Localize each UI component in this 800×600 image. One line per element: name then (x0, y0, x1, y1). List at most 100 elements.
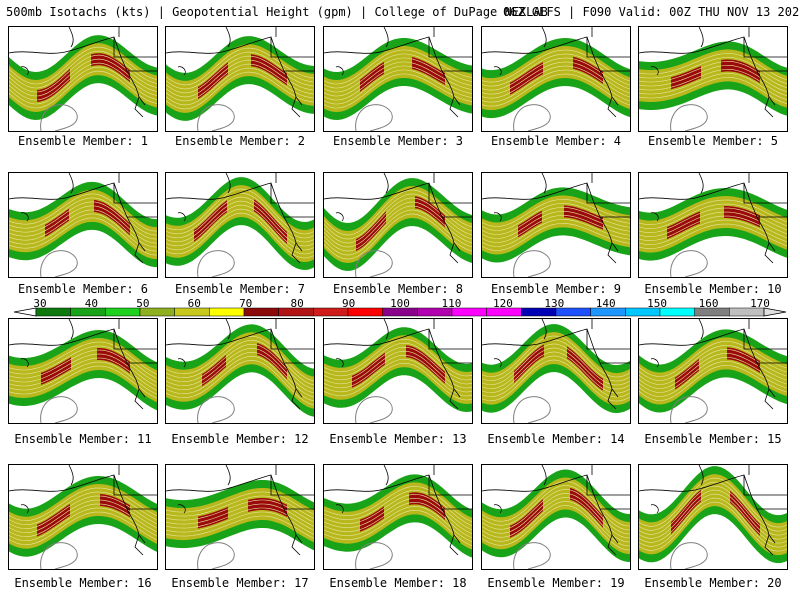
colorbar-tick-label: 130 (544, 297, 565, 310)
jet-stream-map (9, 27, 157, 131)
low-height-contour (513, 396, 551, 423)
low-height-contour (670, 542, 708, 569)
ensemble-panel-10 (638, 172, 788, 278)
jet-stream-map (166, 27, 314, 131)
ensemble-member-caption: Ensemble Member: 12 (171, 432, 309, 446)
wind-60-80-kt-area (166, 185, 314, 262)
height-contours (166, 335, 314, 405)
ensemble-member-caption: Ensemble Member: 14 (487, 432, 625, 446)
wind-40-60-kt-area (166, 177, 314, 270)
jet-stream-map (9, 173, 157, 277)
ensemble-member-caption: Ensemble Member: 3 (332, 134, 464, 148)
ensemble-member-caption: Ensemble Member: 11 (14, 432, 152, 446)
height-contours (324, 49, 472, 109)
ensemble-panel-1 (8, 26, 158, 132)
ensemble-panel-11 (8, 318, 158, 424)
ensemble-member-caption: Ensemble Member: 6 (17, 282, 149, 296)
jet-stream-map (482, 465, 630, 569)
coastlines-borders (9, 465, 157, 556)
jet-stream-map (324, 173, 472, 277)
jet-stream-map (482, 27, 630, 131)
ensemble-member-caption: Ensemble Member: 9 (490, 282, 622, 296)
coastlines-borders (482, 319, 630, 410)
ensemble-member-caption: Ensemble Member: 10 (644, 282, 782, 296)
ensemble-member-caption: Ensemble Member: 2 (174, 134, 306, 148)
run-valid-time: 06Z GEFS | F090 Valid: 00Z THU NOV 13 20… (503, 5, 800, 19)
jet-stream-map (482, 173, 630, 277)
coastlines-borders (166, 173, 314, 264)
wind-60-80-kt-area (324, 482, 472, 550)
low-height-contour (513, 104, 551, 131)
coastlines-borders (9, 173, 157, 264)
colorbar-tick-label: 160 (698, 297, 719, 310)
coastlines-borders (639, 319, 787, 410)
coastlines-borders (324, 173, 472, 264)
coastlines-borders (324, 465, 472, 556)
coastlines-borders (166, 27, 314, 118)
low-height-contour (513, 250, 551, 277)
ensemble-member-caption: Ensemble Member: 18 (329, 576, 467, 590)
coastlines-borders (166, 465, 314, 556)
coastlines-borders (482, 173, 630, 264)
colorbar-tick-label: 30 (33, 297, 47, 310)
coastlines-borders (639, 173, 787, 264)
low-height-contour (197, 250, 235, 277)
ensemble-member-caption: Ensemble Member: 20 (644, 576, 782, 590)
jet-stream-map (9, 319, 157, 423)
ensemble-panel-12 (165, 318, 315, 424)
isotach-colorbar (13, 307, 787, 317)
wind-60-80-kt-area (639, 196, 787, 253)
low-height-contour (355, 542, 393, 569)
low-height-contour (355, 104, 393, 131)
coastlines-borders (639, 465, 787, 556)
wind-60-80-kt-area (9, 338, 157, 403)
low-height-contour (513, 542, 551, 569)
low-height-contour (355, 396, 393, 423)
low-height-contour (40, 396, 78, 423)
colorbar-tick-label: 150 (647, 297, 668, 310)
jet-stream-map (482, 319, 630, 423)
height-contours (324, 189, 472, 260)
ensemble-panel-18 (323, 464, 473, 570)
ensemble-panel-4 (481, 26, 631, 132)
ensemble-panel-16 (8, 464, 158, 570)
wind-60-80-kt-area (482, 195, 630, 255)
jet-stream-map (324, 319, 472, 423)
jet-core (675, 347, 760, 390)
wind-60-80-kt-area (324, 335, 472, 404)
low-height-contour (40, 104, 78, 131)
ensemble-panel-5 (638, 26, 788, 132)
coastlines-borders (9, 319, 157, 410)
height-contours (639, 341, 787, 401)
colorbar-tick-label: 140 (595, 297, 616, 310)
jet-stream-map (324, 465, 472, 569)
coastlines-borders (9, 27, 157, 118)
ensemble-panel-3 (323, 26, 473, 132)
jet-core (198, 54, 287, 99)
ensemble-member-caption: Ensemble Member: 15 (644, 432, 782, 446)
ensemble-panel-19 (481, 464, 631, 570)
colorbar-tick-label: 70 (239, 297, 253, 310)
colorbar-tick-label: 120 (492, 297, 513, 310)
wind-60-80-kt-area (639, 49, 787, 108)
map-title: 500mb Isotachs (kts) | Geopotential Heig… (6, 5, 548, 19)
colorbar-tick-label: 170 (750, 297, 770, 310)
coastlines-borders (166, 319, 314, 410)
ensemble-member-caption: Ensemble Member: 4 (490, 134, 622, 148)
ensemble-panel-20 (638, 464, 788, 570)
low-height-contour (355, 250, 393, 277)
jet-stream-map (639, 319, 787, 423)
ensemble-member-caption: Ensemble Member: 16 (14, 576, 152, 590)
ensemble-panel-7 (165, 172, 315, 278)
height-contours (639, 199, 787, 249)
height-contours (9, 193, 157, 256)
jet-core (37, 494, 130, 537)
colorbar-tick-label: 100 (390, 297, 410, 310)
colorbar-tick-label: 50 (136, 297, 150, 310)
wind-60-80-kt-area (9, 189, 157, 260)
ensemble-member-caption: Ensemble Member: 7 (174, 282, 306, 296)
ensemble-member-caption: Ensemble Member: 19 (487, 576, 625, 590)
ensemble-panel-13 (323, 318, 473, 424)
ensemble-member-caption: Ensemble Member: 17 (171, 576, 309, 590)
ensemble-panel-15 (638, 318, 788, 424)
